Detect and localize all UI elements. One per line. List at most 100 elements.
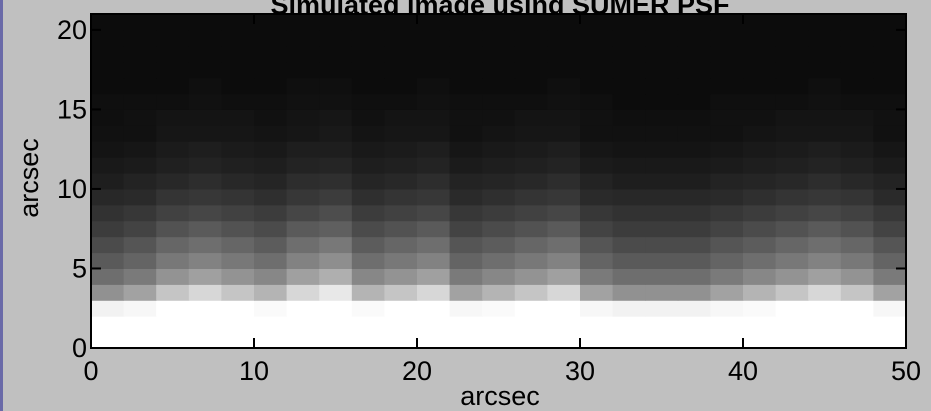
heat-cell	[645, 221, 678, 237]
heat-cell	[319, 284, 352, 300]
heat-cell	[189, 237, 222, 253]
heat-cell	[515, 109, 548, 125]
heat-cell	[384, 268, 417, 284]
heat-cell	[91, 94, 124, 110]
heat-cell	[384, 109, 417, 125]
heat-cell	[743, 205, 776, 221]
heat-cell	[743, 237, 776, 253]
heat-cell	[221, 268, 254, 284]
heat-cell	[547, 46, 580, 62]
heat-cell	[710, 14, 743, 30]
heat-cell	[417, 300, 450, 316]
heat-cell	[124, 141, 157, 157]
heat-cell	[254, 14, 287, 30]
heat-cell	[580, 30, 613, 46]
heat-cell	[613, 189, 646, 205]
heat-cell	[189, 284, 222, 300]
heat-cell	[287, 284, 320, 300]
heat-cell	[776, 30, 809, 46]
heat-cell	[776, 46, 809, 62]
heat-cell	[678, 332, 711, 348]
heat-cell	[189, 221, 222, 237]
heat-cell	[156, 141, 189, 157]
heat-cell	[352, 173, 385, 189]
heat-cell	[841, 253, 874, 269]
heat-cell	[384, 300, 417, 316]
heat-cell	[156, 78, 189, 94]
heat-cell	[450, 316, 483, 332]
heat-cell	[645, 316, 678, 332]
heat-cell	[417, 316, 450, 332]
heat-cell	[873, 205, 906, 221]
heat-cell	[124, 109, 157, 125]
heat-cell	[613, 78, 646, 94]
heat-cell	[645, 14, 678, 30]
heat-cell	[547, 221, 580, 237]
heat-cell	[808, 316, 841, 332]
heat-cell	[808, 157, 841, 173]
heat-cell	[91, 109, 124, 125]
heat-cell	[221, 125, 254, 141]
heat-cell	[678, 109, 711, 125]
heat-cell	[254, 316, 287, 332]
heat-cell	[841, 332, 874, 348]
heat-cell	[91, 332, 124, 348]
heat-cell	[678, 62, 711, 78]
heat-cell	[710, 157, 743, 173]
heat-cell	[221, 173, 254, 189]
heat-cell	[841, 173, 874, 189]
heat-cell	[645, 30, 678, 46]
heat-cell	[547, 300, 580, 316]
heat-cell	[776, 109, 809, 125]
heat-cell	[189, 300, 222, 316]
heat-cell	[710, 237, 743, 253]
heat-cell	[221, 316, 254, 332]
heat-cell	[254, 300, 287, 316]
heat-cell	[221, 284, 254, 300]
heat-cell	[352, 78, 385, 94]
heat-cell	[613, 109, 646, 125]
heat-cell	[91, 316, 124, 332]
heat-cell	[515, 30, 548, 46]
heat-cell	[417, 268, 450, 284]
heat-cell	[873, 316, 906, 332]
heat-cell	[189, 268, 222, 284]
heat-cell	[254, 30, 287, 46]
heat-cell	[515, 94, 548, 110]
heat-cell	[319, 78, 352, 94]
heat-cell	[580, 46, 613, 62]
heat-cell	[124, 30, 157, 46]
heat-cell	[384, 141, 417, 157]
heat-cell	[124, 189, 157, 205]
heat-cell	[678, 141, 711, 157]
x-tick-label: 10	[239, 356, 269, 386]
heat-cell	[482, 332, 515, 348]
heat-cell	[450, 30, 483, 46]
heat-cell	[547, 237, 580, 253]
heat-cell	[547, 316, 580, 332]
heat-cell	[547, 62, 580, 78]
heat-cell	[352, 30, 385, 46]
heat-cell	[384, 46, 417, 62]
heat-cell	[352, 205, 385, 221]
heat-cell	[841, 221, 874, 237]
heat-cell	[808, 268, 841, 284]
heat-cell	[710, 221, 743, 237]
heat-cell	[319, 332, 352, 348]
heat-cell	[515, 205, 548, 221]
heat-cell	[287, 14, 320, 30]
heat-cell	[482, 316, 515, 332]
heat-cell	[678, 30, 711, 46]
heat-cell	[124, 173, 157, 189]
heat-cell	[580, 141, 613, 157]
heat-cell	[547, 253, 580, 269]
heat-cell	[91, 237, 124, 253]
heat-cell	[710, 30, 743, 46]
heat-cell	[743, 189, 776, 205]
heat-cell	[417, 14, 450, 30]
heat-cell	[124, 300, 157, 316]
heat-cell	[189, 316, 222, 332]
y-tick-label: 20	[57, 15, 87, 45]
heat-cell	[645, 237, 678, 253]
heat-cell	[580, 284, 613, 300]
